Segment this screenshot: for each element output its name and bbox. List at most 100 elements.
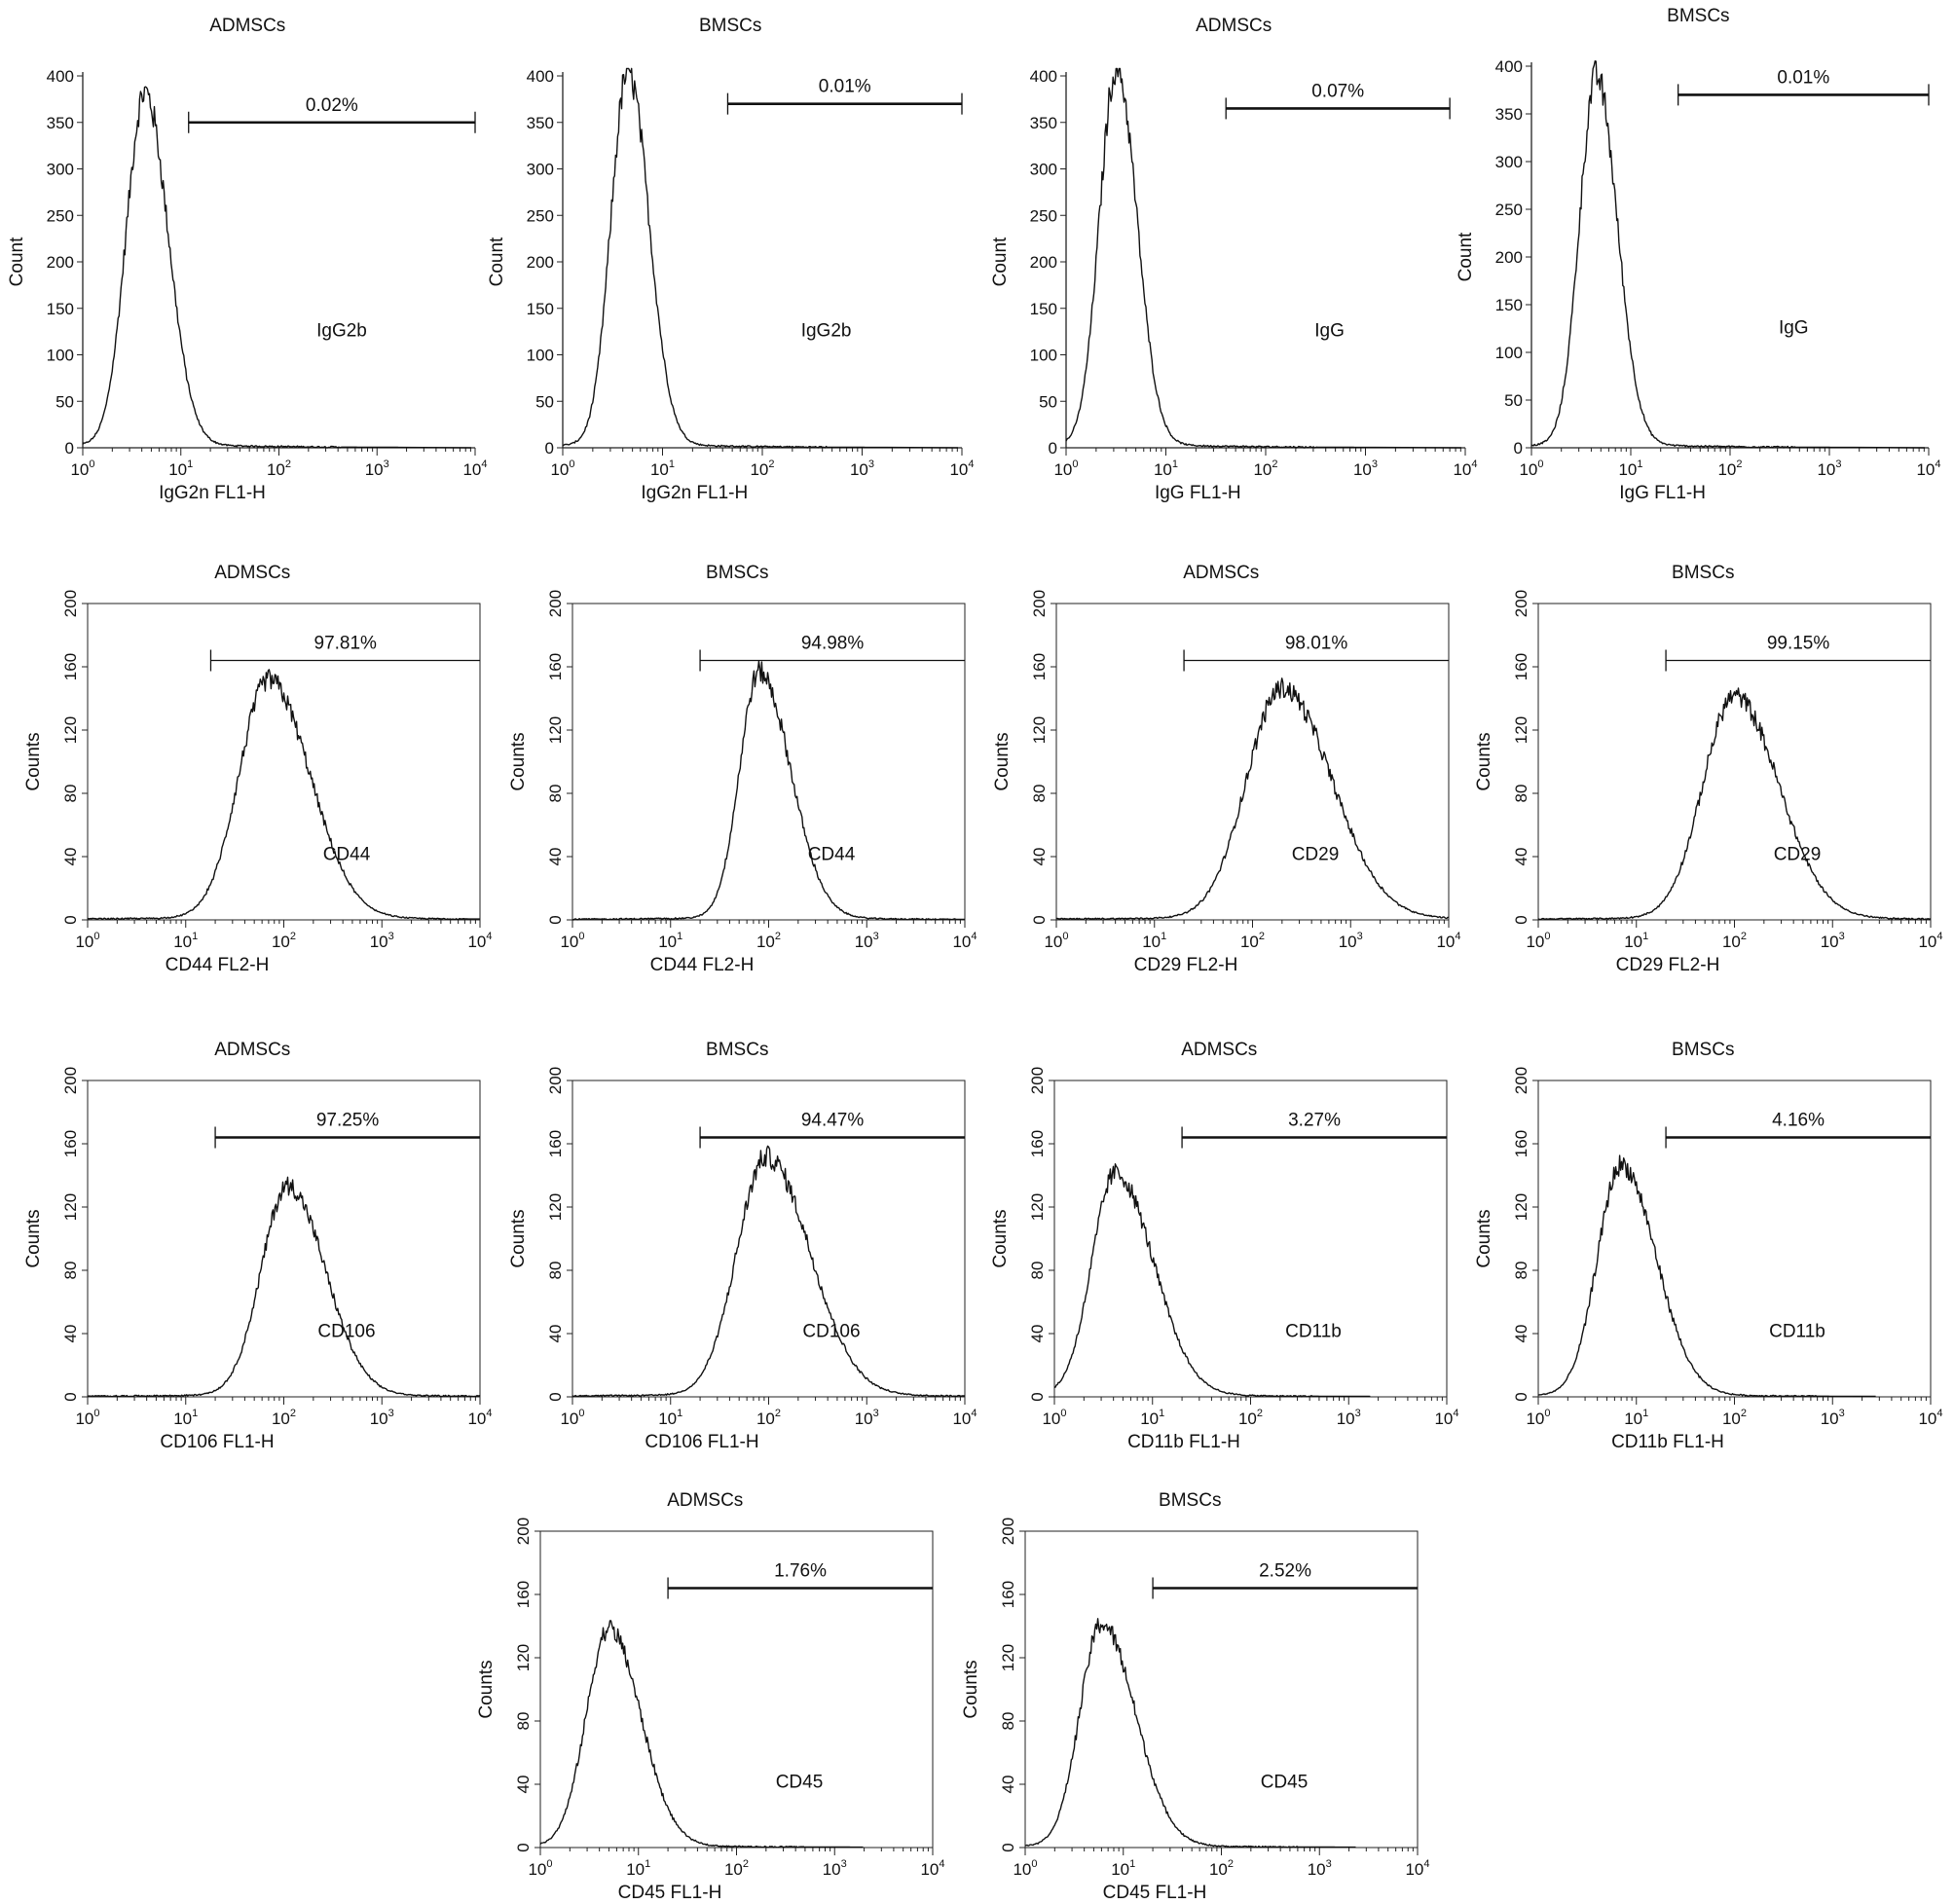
y-tick-label: 80 <box>1512 785 1530 803</box>
marker-label: IgG2b <box>316 320 367 341</box>
marker-label: IgG <box>1779 317 1809 338</box>
x-tick-label: 100 <box>528 1858 552 1879</box>
y-tick-label: 150 <box>1030 300 1057 318</box>
y-axis-label: Counts <box>990 1209 1011 1267</box>
y-tick-label: 80 <box>546 1262 565 1280</box>
x-axis-label: CD45 FL1-H <box>618 1883 722 1903</box>
x-tick-label: 103 <box>855 931 879 951</box>
x-tick-label: 102 <box>272 1408 296 1428</box>
y-tick-label: 80 <box>999 1712 1017 1731</box>
x-tick-label: 100 <box>75 931 99 951</box>
gate-percentage: 97.81% <box>314 634 378 654</box>
x-tick-label: 102 <box>1240 931 1265 951</box>
x-tick-label: 104 <box>462 458 487 479</box>
x-tick-label: 100 <box>1042 1408 1066 1428</box>
x-tick-label: 102 <box>1722 1408 1747 1428</box>
gate-percentage: 98.01% <box>1285 634 1348 654</box>
y-axis-label: Counts <box>23 1209 44 1267</box>
y-tick-label: 200 <box>1512 1067 1530 1094</box>
x-tick-label: 104 <box>467 931 492 951</box>
histogram-curve <box>87 669 480 921</box>
marker-label: CD29 <box>1774 844 1822 864</box>
plot-frame <box>1053 1080 1448 1398</box>
y-tick-label: 160 <box>61 653 80 680</box>
x-tick-label: 104 <box>1918 931 1942 951</box>
y-tick-label: 0 <box>1030 915 1049 924</box>
x-tick-label: 100 <box>1053 458 1078 479</box>
y-axis-label: Counts <box>508 1209 529 1267</box>
x-axis-label: IgG FL1-H <box>1155 483 1241 503</box>
x-tick-label: 102 <box>1722 931 1747 951</box>
gate-percentage: 1.76% <box>774 1561 827 1582</box>
panel-title: ADMSCs <box>1181 1040 1257 1060</box>
gate-percentage: 97.25% <box>316 1111 380 1131</box>
y-tick-label: 350 <box>1030 114 1057 132</box>
gate-percentage: 0.02% <box>306 95 358 116</box>
y-tick-label: 0 <box>1049 439 1057 458</box>
x-tick-label: 101 <box>1142 931 1166 951</box>
y-tick-label: 350 <box>527 114 554 132</box>
y-tick-label: 250 <box>527 206 554 225</box>
x-tick-label: 101 <box>168 458 193 479</box>
x-tick-label: 103 <box>1821 1408 1845 1428</box>
panel-title: BMSCs <box>1159 1490 1221 1511</box>
plot-frame <box>87 603 481 921</box>
x-tick-label: 100 <box>1526 931 1550 951</box>
y-tick-label: 80 <box>61 1262 80 1280</box>
y-tick-label: 200 <box>61 590 80 617</box>
x-tick-label: 101 <box>626 1858 650 1879</box>
histogram-curve <box>539 1620 864 1849</box>
histogram-panel: 0 40 80 120 160 200 100 101 102 103 104 97.81% CD44 A… <box>23 563 493 975</box>
plot-frame <box>1024 1530 1419 1849</box>
histogram-panel: 0 40 80 120 160 200 100 101 102 103 104 94.47% CD106… <box>508 1040 977 1452</box>
panel-title: ADMSCs <box>209 16 285 36</box>
y-tick-label: 300 <box>47 161 74 179</box>
x-tick-label: 104 <box>1405 1858 1429 1879</box>
y-tick-label: 40 <box>1512 1325 1530 1343</box>
histogram-curve <box>87 1176 481 1398</box>
y-tick-label: 80 <box>546 785 565 803</box>
y-tick-label: 400 <box>1495 57 1523 76</box>
x-tick-label: 101 <box>1111 1858 1135 1879</box>
gate-percentage: 94.98% <box>801 634 865 654</box>
x-axis-label: CD29 FL2-H <box>1134 955 1238 975</box>
y-tick-label: 100 <box>1495 344 1523 362</box>
y-tick-label: 350 <box>47 114 74 132</box>
x-tick-label: 101 <box>173 931 198 951</box>
y-tick-label: 120 <box>546 1193 565 1221</box>
gate-percentage: 2.52% <box>1259 1561 1311 1582</box>
x-tick-label: 100 <box>75 1408 99 1428</box>
y-tick-label: 160 <box>1512 653 1530 680</box>
x-tick-label: 101 <box>1140 1408 1164 1428</box>
x-tick-label: 101 <box>1624 931 1648 951</box>
y-tick-label: 160 <box>546 1130 565 1157</box>
x-axis-label: IgG2n FL1-H <box>641 483 748 503</box>
histogram-curve <box>1537 1154 1876 1398</box>
y-tick-label: 200 <box>999 1518 1017 1545</box>
histogram-panel: 0 40 80 120 160 200 100 101 102 103 104 94.98% CD44 B… <box>508 563 977 975</box>
y-tick-label: 150 <box>47 300 74 318</box>
y-tick-label: 200 <box>61 1067 80 1094</box>
gate-percentage: 94.47% <box>801 1111 865 1131</box>
x-tick-label: 102 <box>756 1408 781 1428</box>
y-tick-label: 40 <box>999 1776 1017 1794</box>
y-tick-label: 40 <box>61 848 80 866</box>
gate-percentage: 3.27% <box>1288 1111 1341 1131</box>
plot-frame <box>571 1080 966 1398</box>
y-tick-label: 200 <box>47 253 74 272</box>
x-tick-label: 102 <box>724 1858 749 1879</box>
y-tick-label: 0 <box>514 1843 533 1851</box>
y-tick-label: 250 <box>1495 201 1523 219</box>
y-tick-label: 0 <box>61 915 80 924</box>
y-tick-label: 200 <box>1028 1067 1047 1094</box>
y-axis-label: Counts <box>961 1660 981 1718</box>
histogram-panel: 0 50 100 150 200 250 300 350 400 100 101 102 103 104 0… <box>990 16 1478 503</box>
y-tick-label: 400 <box>527 67 554 86</box>
histogram-curve <box>1053 1163 1371 1398</box>
y-tick-label: 200 <box>546 590 565 617</box>
y-tick-label: 150 <box>1495 296 1523 314</box>
y-tick-label: 0 <box>1512 1392 1530 1401</box>
x-axis-label: CD29 FL2-H <box>1616 955 1720 975</box>
y-tick-label: 200 <box>1030 590 1049 617</box>
y-tick-label: 0 <box>1028 1392 1047 1401</box>
